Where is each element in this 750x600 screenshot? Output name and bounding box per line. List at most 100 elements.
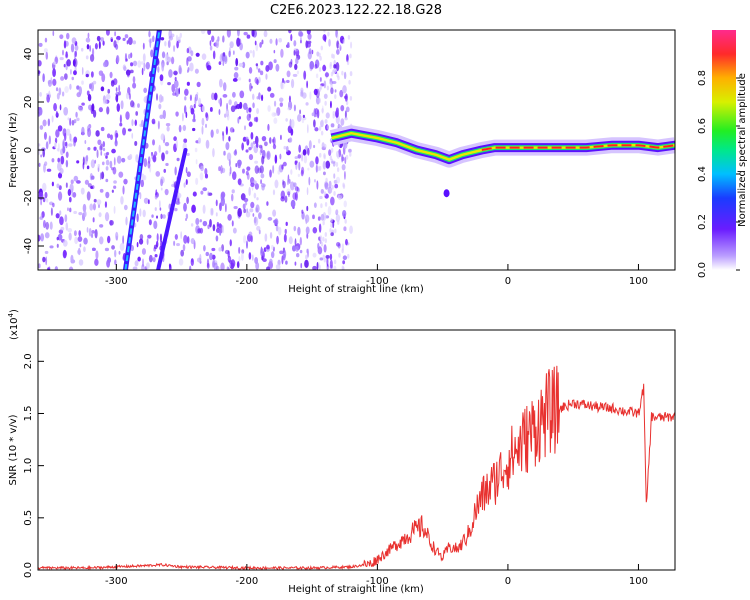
noise-speckle	[246, 208, 249, 213]
noise-speckle	[220, 196, 226, 207]
noise-speckle	[213, 262, 218, 270]
diagonal-track	[156, 148, 188, 270]
noise-speckle	[293, 40, 297, 47]
noise-speckle	[99, 224, 104, 228]
noise-speckle	[294, 261, 297, 266]
noise-speckle	[222, 94, 228, 98]
noise-speckle	[83, 246, 86, 253]
noise-speckle	[174, 234, 178, 240]
noise-speckle	[48, 266, 51, 270]
noise-speckle	[282, 180, 286, 189]
noise-speckle	[279, 97, 284, 103]
noise-speckle	[330, 217, 333, 223]
noise-speckle	[38, 42, 43, 47]
noise-speckle	[162, 214, 166, 219]
noise-speckle	[248, 107, 252, 113]
noise-speckle	[243, 208, 247, 214]
noise-speckle	[81, 102, 85, 106]
noise-speckle	[237, 207, 242, 218]
noise-speckle	[302, 149, 307, 156]
noise-speckle	[275, 38, 278, 46]
noise-speckle	[136, 213, 139, 223]
noise-speckle	[218, 247, 222, 252]
noise-speckle	[329, 64, 332, 69]
noise-speckle	[296, 186, 299, 192]
noise-speckle	[87, 93, 92, 102]
noise-speckle	[190, 107, 195, 115]
noise-speckle	[301, 166, 305, 175]
noise-speckle	[63, 106, 69, 116]
noise-speckle	[197, 228, 201, 234]
noise-speckle	[306, 124, 309, 134]
noise-speckle	[333, 259, 337, 265]
noise-speckle	[113, 180, 117, 184]
noise-speckle	[69, 207, 72, 213]
noise-speckle	[312, 252, 317, 258]
noise-speckle	[55, 129, 60, 138]
noise-speckle	[143, 62, 146, 72]
noise-speckle	[44, 232, 50, 239]
noise-speckle	[225, 126, 228, 136]
snr-panel: -300 -200 -100 0 100 0.0 0.5 1.0 1.5 2.0 Height …	[7, 309, 676, 595]
noise-speckle	[243, 235, 247, 244]
noise-speckle	[252, 213, 255, 217]
noise-speckle	[222, 35, 225, 43]
noise-speckle	[338, 123, 341, 128]
noise-speckle	[322, 34, 327, 41]
noise-speckle	[97, 163, 101, 168]
noise-speckle	[92, 203, 96, 211]
noise-speckle	[241, 252, 244, 261]
noise-speckle	[344, 110, 347, 119]
noise-speckle	[54, 266, 59, 270]
y-tick-label: 20	[23, 96, 34, 109]
noise-speckle	[222, 132, 225, 142]
noise-speckle	[102, 147, 106, 152]
snr-frame	[37, 329, 676, 571]
noise-speckle	[293, 50, 296, 56]
noise-speckle	[211, 35, 215, 43]
noise-speckle	[233, 149, 238, 156]
noise-speckle	[212, 260, 215, 268]
noise-speckle	[252, 93, 255, 100]
noise-speckle	[189, 62, 194, 72]
noise-speckle	[266, 201, 269, 206]
noise-speckle	[201, 53, 207, 60]
noise-speckle	[136, 242, 139, 248]
noise-speckle	[314, 64, 318, 69]
noise-speckle	[291, 245, 297, 252]
noise-speckle	[91, 229, 95, 234]
y-tick-label: -40	[23, 238, 34, 254]
noise-speckle	[330, 123, 335, 128]
noise-speckle	[218, 108, 221, 116]
noise-speckle	[306, 80, 308, 89]
noise-speckle	[153, 151, 158, 157]
noise-speckle	[116, 35, 121, 41]
noise-speckle	[237, 77, 242, 81]
noise-speckle	[123, 66, 127, 72]
noise-speckle	[182, 244, 186, 252]
noise-speckle	[44, 191, 48, 199]
noise-speckle	[53, 103, 57, 112]
noise-speckle	[91, 47, 95, 57]
noise-speckle	[288, 61, 293, 68]
noise-speckle	[341, 248, 344, 254]
noise-speckle	[285, 260, 288, 265]
noise-speckle	[252, 49, 255, 58]
noise-speckle	[335, 209, 339, 215]
x-tick-label: -300	[105, 576, 128, 587]
noise-speckle	[206, 65, 212, 71]
colorbar-tick-label: 0.4	[697, 166, 708, 182]
noise-speckle	[342, 260, 346, 265]
noise-speckle	[167, 82, 171, 86]
diagonal-track-core	[124, 30, 161, 270]
noise-speckle	[149, 38, 152, 48]
noise-speckle	[104, 247, 110, 252]
noise-speckle	[195, 52, 200, 57]
noise-speckle	[104, 212, 110, 222]
noise-speckle	[129, 92, 131, 100]
noise-speckle	[272, 164, 275, 174]
noise-speckle	[250, 182, 255, 187]
noise-speckle	[298, 30, 303, 37]
noise-speckle	[282, 161, 287, 167]
noise-speckle	[132, 266, 138, 270]
